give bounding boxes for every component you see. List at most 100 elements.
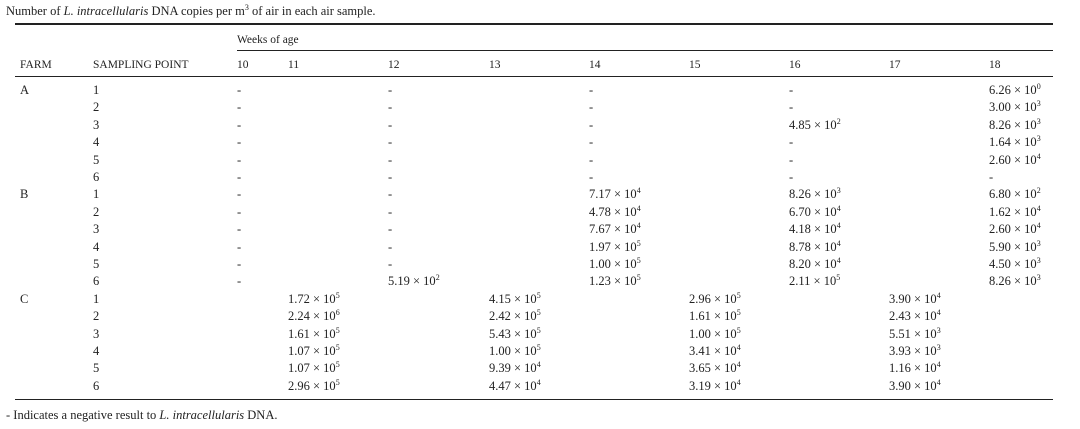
cell: 1.97 × 105 [589, 239, 641, 254]
cell: 1.00 × 105 [589, 256, 641, 272]
cell-exponent: 5 [736, 290, 741, 300]
cell-exponent: 4 [636, 221, 641, 231]
cell-base: 3.00 × 10 [989, 100, 1037, 115]
group-header: Weeks of age [237, 34, 299, 46]
cell: C [20, 291, 29, 306]
column-header: 12 [388, 59, 400, 71]
cell-base: 3.93 × 10 [889, 344, 937, 358]
cell: - [989, 170, 994, 184]
cell: 3.41 × 104 [689, 344, 741, 359]
cell: 7.67 × 104 [589, 221, 641, 237]
cell: 1.00 × 105 [489, 343, 541, 359]
cell-exponent: 5 [536, 343, 541, 352]
cell-exponent: 5 [335, 290, 340, 300]
cell: - [388, 204, 393, 219]
cell-exponent: 4 [1036, 203, 1041, 213]
cell-base: 1.07 × 10 [288, 361, 336, 376]
cell-base: 4.47 × 10 [489, 378, 537, 393]
cell: 8.26 × 103 [989, 273, 1041, 289]
cell: 3.90 × 104 [889, 378, 941, 393]
cell: 1 [93, 187, 100, 202]
cell-exponent: 4 [936, 360, 941, 370]
cell: 2.96 × 105 [288, 378, 340, 393]
cell: 3.00 × 103 [989, 99, 1041, 115]
cell: - [388, 152, 393, 167]
cell: 4.78 × 104 [589, 203, 641, 219]
cell: - [388, 222, 393, 237]
cell-base: 2.43 × 10 [889, 309, 937, 324]
cell: - [388, 187, 393, 202]
cell-exponent: 4 [736, 377, 741, 387]
cell-exponent: 4 [536, 360, 541, 370]
cell-exponent: 5 [536, 325, 541, 335]
column-header: 13 [489, 59, 501, 71]
cell-base: 2.24 × 10 [288, 309, 336, 324]
cell-base: 1.07 × 10 [288, 344, 336, 358]
column-header: 10 [237, 59, 249, 71]
cell: - [237, 135, 242, 150]
cell-exponent: 4 [636, 203, 641, 213]
footnote-species: L. intracellularis [159, 408, 245, 422]
cell: - [388, 135, 393, 150]
cell: 6.80 × 102 [989, 187, 1041, 202]
cell-exponent: 3 [1036, 273, 1041, 283]
cell: 1.07 × 105 [288, 361, 340, 376]
cell-base: 8.26 × 10 [989, 274, 1037, 289]
cell: 4.47 × 104 [489, 378, 541, 393]
cell: 2.43 × 104 [889, 309, 941, 324]
cell-base: 4.50 × 10 [989, 257, 1037, 271]
cell-exponent: 6 [335, 308, 340, 318]
cell: 3 [93, 326, 100, 341]
top-rule [15, 23, 1053, 25]
cell: 4 [93, 344, 100, 358]
cell-base: 2.96 × 10 [288, 378, 336, 393]
cell-base: 4.78 × 10 [589, 204, 637, 219]
cell: 1.23 × 105 [589, 274, 641, 289]
cell-base: 3.90 × 10 [889, 378, 937, 393]
cell-base: 1.61 × 10 [288, 326, 336, 341]
footnote: - Indicates a negative result to L. intr… [6, 408, 278, 422]
cell: - [388, 170, 393, 184]
cell-exponent: 4 [836, 203, 841, 213]
cell: - [237, 152, 242, 167]
cell-base: 1.62 × 10 [989, 204, 1037, 219]
cell-base: 5.19 × 10 [388, 274, 436, 289]
cell-base: 6.80 × 10 [989, 187, 1037, 202]
cell-base: 6.70 × 10 [789, 204, 837, 219]
cell-base: 5.90 × 10 [989, 239, 1037, 254]
cell-exponent: 3 [836, 186, 841, 196]
cell: - [789, 152, 794, 167]
cell-base: 1.61 × 10 [689, 309, 737, 324]
cell: 8.26 × 103 [989, 116, 1041, 132]
title-text: DNA copies per m [148, 4, 245, 18]
cell: 2.24 × 106 [288, 308, 340, 324]
cell: - [237, 257, 242, 271]
cell: 1.62 × 104 [989, 203, 1041, 219]
cell: 2.60 × 104 [989, 152, 1041, 167]
cell: - [589, 83, 594, 97]
cell-base: 5.51 × 10 [889, 326, 937, 341]
cell-base: 3.19 × 10 [689, 378, 737, 393]
column-header: SAMPLING POINT [93, 59, 189, 71]
cell-base: 7.67 × 10 [589, 222, 637, 237]
cell: 4.85 × 102 [789, 117, 841, 132]
cell-exponent: 3 [1036, 116, 1041, 126]
cell-base: 1.16 × 10 [889, 361, 937, 376]
title-species: L. intracellularis [63, 4, 149, 18]
cell: 3 [93, 222, 100, 237]
cell-base: 2.60 × 10 [989, 152, 1037, 167]
cell: 5.90 × 103 [989, 239, 1041, 254]
cell: 1 [93, 291, 100, 306]
cell-base: 8.26 × 10 [989, 117, 1037, 132]
cell: 5.19 × 102 [388, 274, 440, 289]
group-rule [237, 50, 1053, 51]
cell-exponent: 3 [1036, 256, 1041, 265]
cell-base: 4.15 × 10 [489, 291, 537, 306]
cell-exponent: 5 [636, 256, 641, 265]
cell-exponent: 3 [936, 325, 941, 335]
cell-exponent: 3 [1036, 99, 1041, 109]
cell: 4 [93, 239, 100, 254]
cell: - [237, 222, 242, 237]
cell: 9.39 × 104 [489, 360, 541, 376]
